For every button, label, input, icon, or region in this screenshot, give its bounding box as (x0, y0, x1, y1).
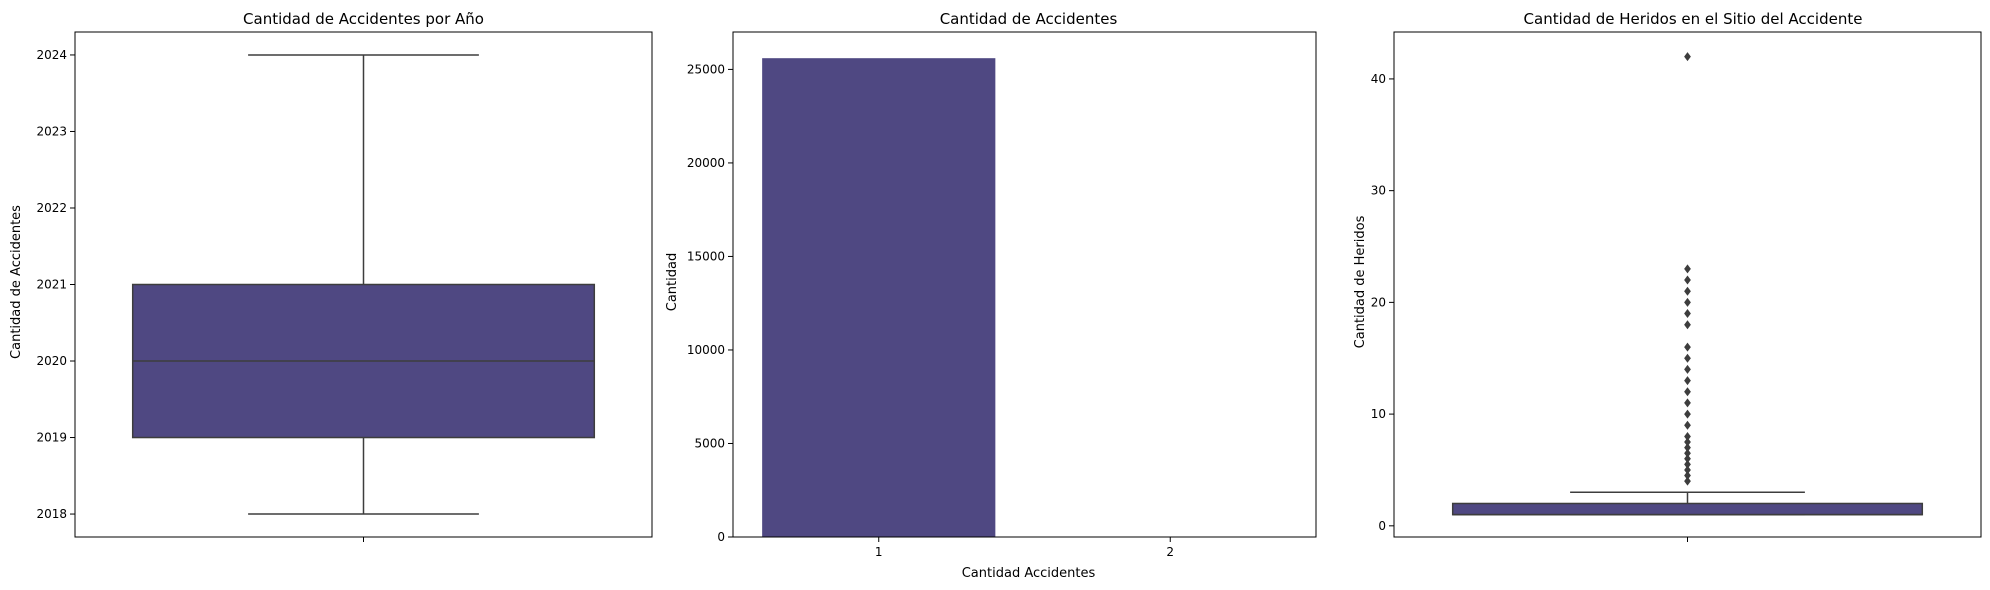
chart-2-frame (732, 31, 1317, 538)
chart-1-ytick-label: 2024 (36, 48, 67, 62)
panel-cantidad-accidentes: Cantidad de Accidentes Cantidad Cantidad… (665, 10, 1317, 581)
chart-3-flier (1684, 387, 1691, 397)
chart-1-plot: 2018 2019 2020 2021 2022 2023 2024 (36, 31, 653, 542)
chart-1-ytick-label: 2021 (36, 278, 67, 292)
chart-3-flier (1684, 431, 1691, 441)
chart-3-frame (1393, 31, 1982, 538)
chart-3-flier (1684, 471, 1691, 481)
chart-2-xtick-label: 2 (1166, 545, 1174, 559)
chart-2-plot: 0 5000 10000 15000 20000 25000 1 2 (687, 31, 1317, 559)
chart-3-ytick-label: 20 (1371, 295, 1386, 309)
chart-3-box (1451, 502, 1924, 516)
chart-1-frame (74, 31, 653, 538)
panel-heridos: Cantidad de Heridos en el Sitio del Acci… (1353, 10, 1982, 542)
chart-2-ytick-label: 25000 (687, 62, 725, 76)
chart-2-xlabel: Cantidad Accidentes (962, 566, 1096, 581)
chart-3-ylabel: Cantidad de Heridos (1353, 215, 1368, 348)
chart-2-bar (762, 58, 996, 538)
chart-3-ytick-label: 40 (1371, 72, 1386, 86)
chart-2-title: Cantidad de Accidentes (940, 10, 1118, 28)
chart-3-plot: 0 10 20 30 40 (1371, 31, 1982, 542)
chart-3-flier (1684, 286, 1691, 296)
chart-2-ytick-label: 10000 (687, 343, 725, 357)
chart-1-ytick-label: 2018 (36, 507, 67, 521)
chart-3-flier (1684, 398, 1691, 408)
chart-1-ytick-label: 2020 (36, 354, 67, 368)
chart-3-ytick-label: 30 (1371, 184, 1386, 198)
chart-3-flier (1684, 376, 1691, 386)
chart-3-flier (1684, 476, 1691, 486)
chart-3-flier (1684, 409, 1691, 419)
chart-3-flier (1684, 454, 1691, 464)
chart-3-ytick-label: 0 (1378, 519, 1386, 533)
chart-3-flier (1684, 297, 1691, 307)
chart-2-ytick-label: 5000 (694, 436, 725, 450)
chart-2-ylabel: Cantidad (665, 253, 680, 311)
chart-3-title: Cantidad de Heridos en el Sitio del Acci… (1524, 10, 1863, 28)
chart-3-flier (1684, 342, 1691, 352)
chart-2-xtick-label: 1 (875, 545, 883, 559)
chart-1-ytick-label: 2019 (36, 431, 67, 445)
chart-3-flier (1684, 465, 1691, 475)
chart-3-flier (1684, 437, 1691, 447)
chart-1-ytick-label: 2023 (36, 124, 67, 138)
chart-3-flier (1684, 309, 1691, 319)
chart-2-ytick-label: 0 (717, 530, 725, 544)
chart-3-flier (1684, 420, 1691, 430)
chart-3-flier (1684, 443, 1691, 453)
chart-3-flier (1684, 364, 1691, 374)
chart-3-flier (1684, 52, 1691, 62)
panel-accidentes-por-anio: Cantidad de Accidentes por Año Cantidad … (9, 10, 653, 542)
chart-1-title: Cantidad de Accidentes por Año (243, 10, 484, 28)
chart-2-ytick-label: 15000 (687, 249, 725, 263)
chart-3-flier (1684, 353, 1691, 363)
chart-3-ytick-label: 10 (1371, 407, 1386, 421)
chart-3-flier (1684, 264, 1691, 274)
chart-3-flier (1684, 320, 1691, 330)
chart-2-ytick-label: 20000 (687, 156, 725, 170)
chart-1-ytick-label: 2022 (36, 201, 67, 215)
chart-3-flier (1684, 275, 1691, 285)
chart-3-flier (1684, 459, 1691, 469)
chart-1-ylabel: Cantidad de Accidentes (9, 205, 24, 359)
chart-3-flier (1684, 448, 1691, 458)
